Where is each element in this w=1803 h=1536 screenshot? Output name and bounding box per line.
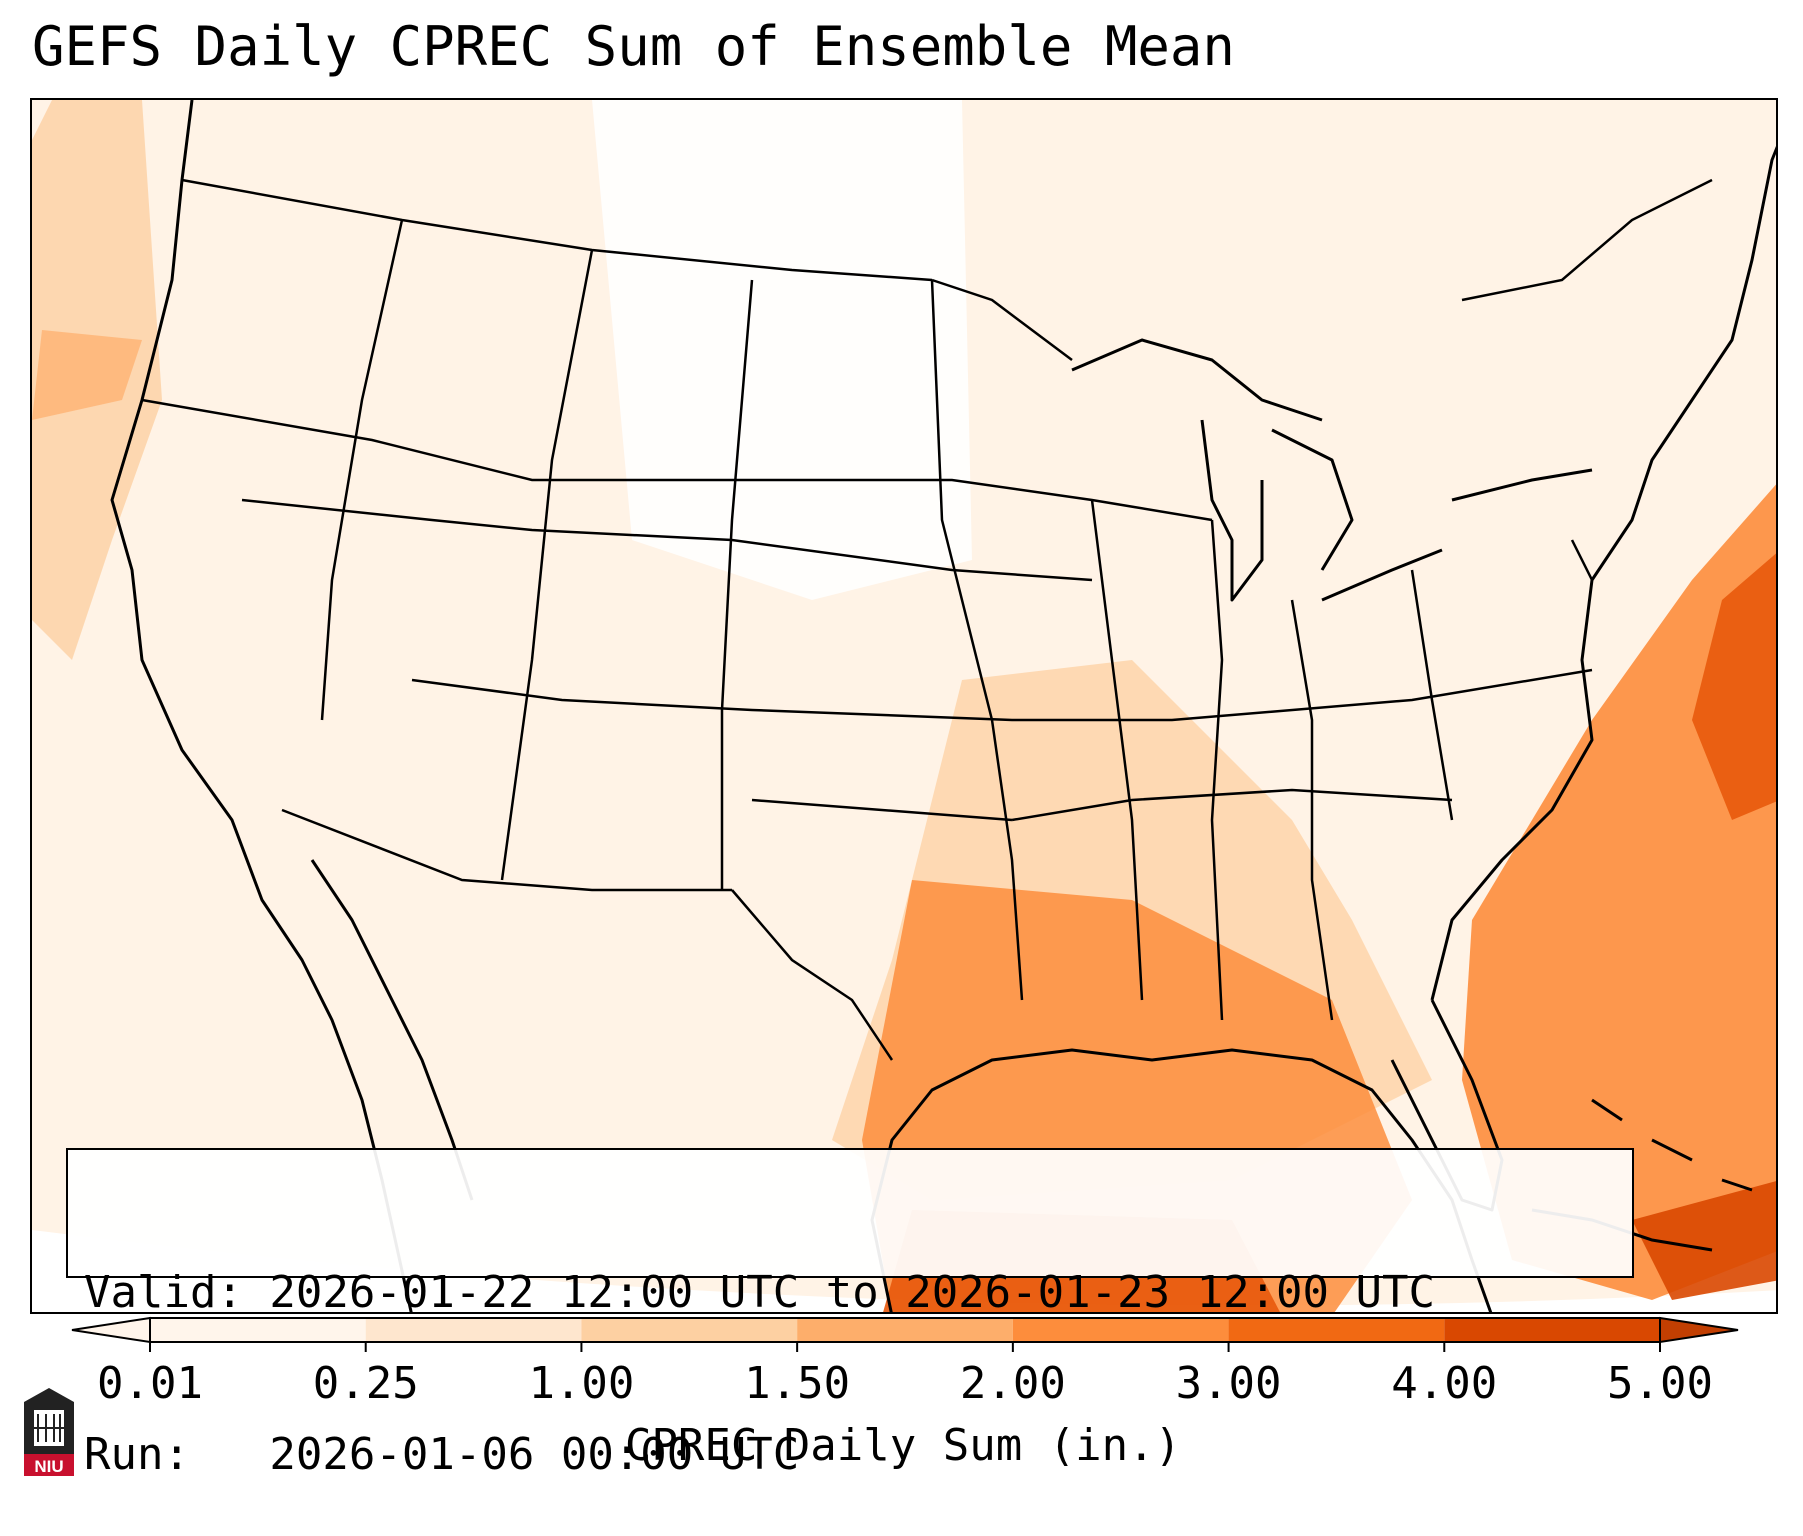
- border-alabama-georgia: [1290, 599, 1334, 1021]
- valid-run-info-box: Valid: 2026-01-22 12:00 UTC to 2026-01-2…: [66, 1148, 1634, 1480]
- precip-core-pacific: [32, 330, 142, 420]
- colorbar-tick-label: 1.00: [528, 1358, 635, 1409]
- colorbar-segment: [1012, 1318, 1229, 1342]
- run-time-text: Run: 2026-01-06 00:00 UTC: [84, 1429, 800, 1480]
- valid-time-text: Valid: 2026-01-22 12:00 UTC to 2026-01-2…: [84, 1267, 1436, 1318]
- border-row-2: [241, 498, 1093, 582]
- coastline-east: [1430, 145, 1776, 1001]
- colorbar-outline: [149, 1317, 1661, 1343]
- colorbar-tick-label: 0.25: [312, 1358, 419, 1409]
- coastline-west: [110, 100, 413, 1312]
- state-borders: [141, 178, 1713, 1061]
- colorbar-tick-label: 0.01: [97, 1358, 203, 1409]
- colorbar-tick-label: 2.00: [959, 1358, 1066, 1409]
- border-rio-grande: [731, 889, 894, 1061]
- lake-ontario: [1451, 468, 1593, 502]
- niu-logo-icon: NIU: [24, 1388, 74, 1476]
- precip-map: [32, 100, 1776, 1312]
- colorbar-tick-label: 4.00: [1391, 1358, 1498, 1409]
- border-dakotas-colorado: [720, 279, 754, 890]
- projection-edge: [32, 1230, 1776, 1312]
- border-row-3: [411, 668, 1593, 722]
- precip-core-atlantic: [1692, 553, 1776, 820]
- border-indiana: [1210, 519, 1224, 1021]
- border-northeast: [1570, 539, 1594, 581]
- logo-window-bars: [34, 1414, 64, 1442]
- border-appalachia: [1410, 569, 1454, 821]
- map-panel: [30, 98, 1778, 1314]
- precip-band-atlantic: [1462, 484, 1776, 1300]
- border-idaho-nevada: [320, 219, 404, 721]
- lake-erie: [1321, 548, 1443, 602]
- logo-text: NIU: [34, 1457, 63, 1476]
- colorbar-segment: [1228, 1318, 1445, 1342]
- border-canada-east: [1461, 178, 1713, 302]
- lake-superior: [1071, 338, 1323, 422]
- border-plains-east: [930, 279, 1024, 1001]
- colorbar-extend-high: [1659, 1316, 1739, 1344]
- lake-huron: [1271, 428, 1354, 571]
- bahamas: [1591, 1098, 1753, 1192]
- border-gulf-states: [1011, 788, 1453, 822]
- colorbar-label: CPREC Daily Sum (in.): [624, 1420, 1182, 1471]
- colorbar-tick-label: 1.50: [744, 1358, 851, 1409]
- colorbar-segment: [365, 1318, 582, 1342]
- colorbar-segment: [1444, 1318, 1660, 1342]
- logo-banner: [24, 1454, 74, 1476]
- colorbar-segment: [797, 1318, 1013, 1342]
- colorbar-segment: [150, 1318, 366, 1342]
- colorbar-tick-label: 5.00: [1607, 1358, 1713, 1409]
- colorbar-segment: [581, 1318, 798, 1342]
- dry-area-plains: [592, 100, 972, 600]
- map-title: GEFS Daily CPREC Sum of Ensemble Mean: [32, 15, 1235, 78]
- border-canada-mn: [931, 278, 1073, 361]
- border-oklahoma-texas: [751, 798, 1013, 822]
- colorbar-tick-label: 3.00: [1175, 1358, 1282, 1409]
- lake-michigan: [1200, 419, 1264, 602]
- border-mississippi: [1090, 499, 1144, 1001]
- colorbar: [71, 1316, 1739, 1352]
- colorbar-extend-low: [71, 1316, 151, 1344]
- border-mountain: [500, 249, 594, 881]
- precip-core-caribbean: [1632, 1181, 1776, 1300]
- border-us-mexico: [281, 808, 732, 892]
